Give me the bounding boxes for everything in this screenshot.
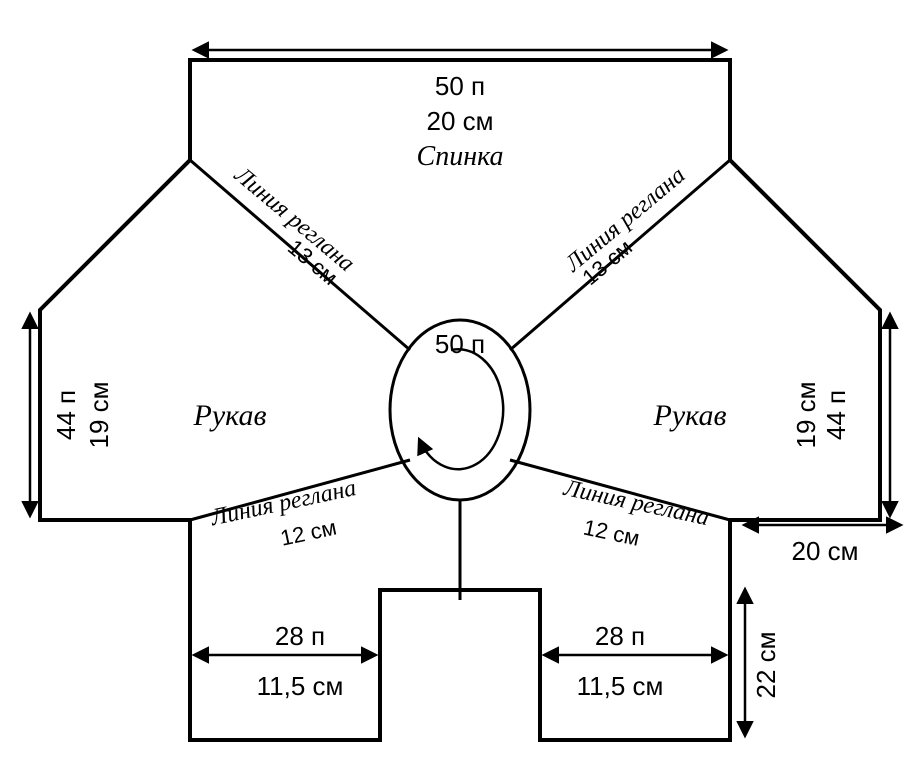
sleeve-label-left: Рукав [193, 399, 267, 432]
raglan-label-bl: Линия реглана [208, 475, 359, 531]
raglan-label-br: Линия реглана [561, 475, 712, 531]
top-cm: 20 см [426, 106, 493, 136]
raglan-cm-bl: 12 см [278, 515, 339, 551]
raglan-cm-br: 12 см [581, 515, 642, 551]
bottom-right-stitches: 28 п [595, 621, 645, 651]
lower-right-cm-b: 22 см [751, 631, 781, 698]
sleeve-label-right: Рукав [653, 399, 727, 432]
back-label: Спинка [417, 141, 504, 172]
left-stitches: 44 п [51, 390, 81, 440]
right-stitches: 44 п [821, 390, 851, 440]
right-cm: 19 см [791, 381, 821, 448]
neck-stitches: 50 п [435, 329, 485, 359]
left-cm: 19 см [84, 381, 114, 448]
top-stitches: 50 п [435, 71, 485, 101]
neckline-inner-arrow [420, 349, 504, 469]
lower-right-cm-a: 20 см [791, 536, 858, 566]
bottom-left-cm: 11,5 см [257, 671, 344, 701]
bottom-right-cm: 11,5 см [577, 671, 664, 701]
bottom-left-stitches: 28 п [275, 621, 325, 651]
